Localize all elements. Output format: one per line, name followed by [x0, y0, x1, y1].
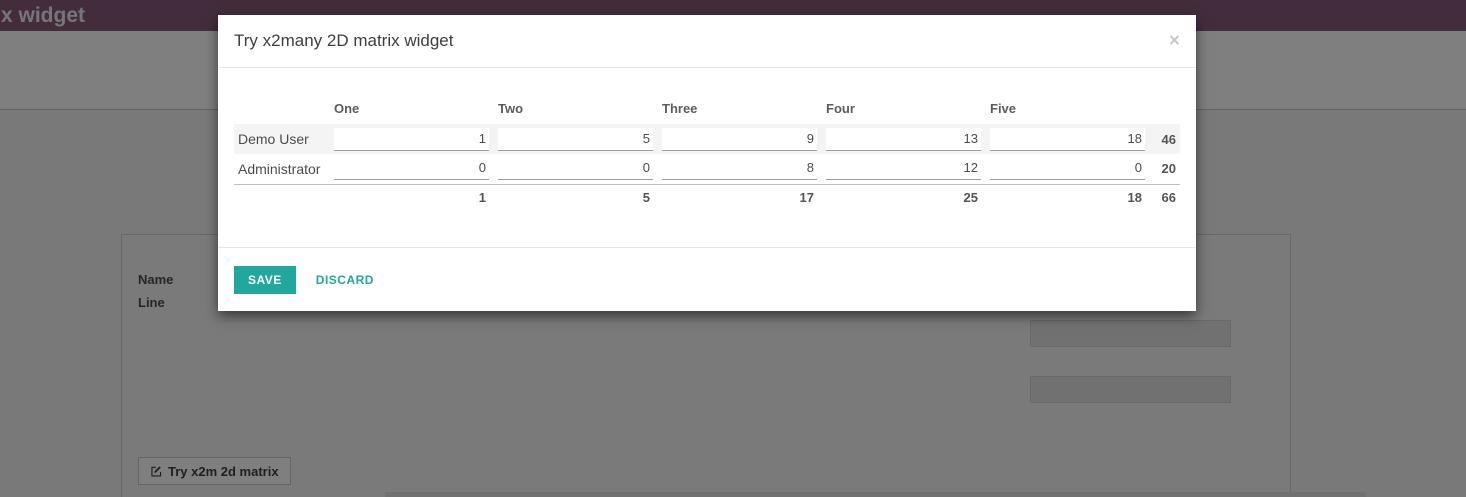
close-icon[interactable]: × — [1168, 30, 1180, 52]
table-row: Administrator 20 — [234, 154, 1180, 184]
modal-header: Try x2many 2D matrix widget × — [218, 15, 1196, 68]
grand-total: 66 — [1150, 183, 1180, 211]
column-total: 17 — [658, 183, 822, 211]
table-row: Demo User 46 — [234, 124, 1180, 154]
column-header-five: Five — [990, 101, 1017, 116]
row-label-column-header — [234, 95, 330, 124]
matrix-cell-input[interactable] — [662, 127, 817, 151]
discard-button[interactable]: DISCARD — [315, 272, 374, 287]
x2many-matrix-dialog: Try x2many 2D matrix widget × One Two Th… — [218, 15, 1196, 311]
row-label: Administrator — [238, 160, 321, 177]
row-total: 20 — [1161, 161, 1176, 177]
matrix-cell-input[interactable] — [990, 127, 1145, 151]
column-header-three: Three — [662, 101, 698, 116]
matrix-cell-input[interactable] — [498, 157, 653, 181]
totals-row-spacer — [234, 183, 330, 211]
row-label: Demo User — [234, 124, 330, 154]
modal-footer: SAVE DISCARD — [218, 247, 1196, 311]
matrix-cell-input[interactable] — [826, 127, 981, 151]
matrix-cell-input[interactable] — [498, 127, 653, 151]
column-totals-row: 1 5 17 25 18 66 — [234, 183, 1180, 211]
modal-title: Try x2many 2D matrix widget — [234, 31, 454, 50]
column-total: 5 — [494, 183, 658, 211]
column-total: 1 — [330, 183, 494, 211]
matrix-header-row: One Two Three Four Five — [234, 95, 1180, 124]
row-total: 46 — [1150, 124, 1180, 154]
column-header-two: Two — [498, 101, 524, 116]
matrix-cell-input[interactable] — [662, 157, 817, 181]
column-header-one: One — [334, 101, 360, 116]
matrix-cell-input[interactable] — [990, 157, 1145, 181]
matrix-cell-input[interactable] — [334, 127, 489, 151]
column-header-four: Four — [826, 101, 855, 116]
save-button[interactable]: SAVE — [234, 265, 296, 294]
modal-body: One Two Three Four Five Demo User — [218, 68, 1196, 247]
matrix-cell-input[interactable] — [826, 157, 981, 181]
row-total-column-header — [1150, 95, 1180, 124]
matrix-table: One Two Three Four Five Demo User — [234, 95, 1180, 211]
matrix-cell-input[interactable] — [334, 157, 489, 181]
column-total: 25 — [822, 183, 986, 211]
column-total: 18 — [986, 183, 1150, 211]
